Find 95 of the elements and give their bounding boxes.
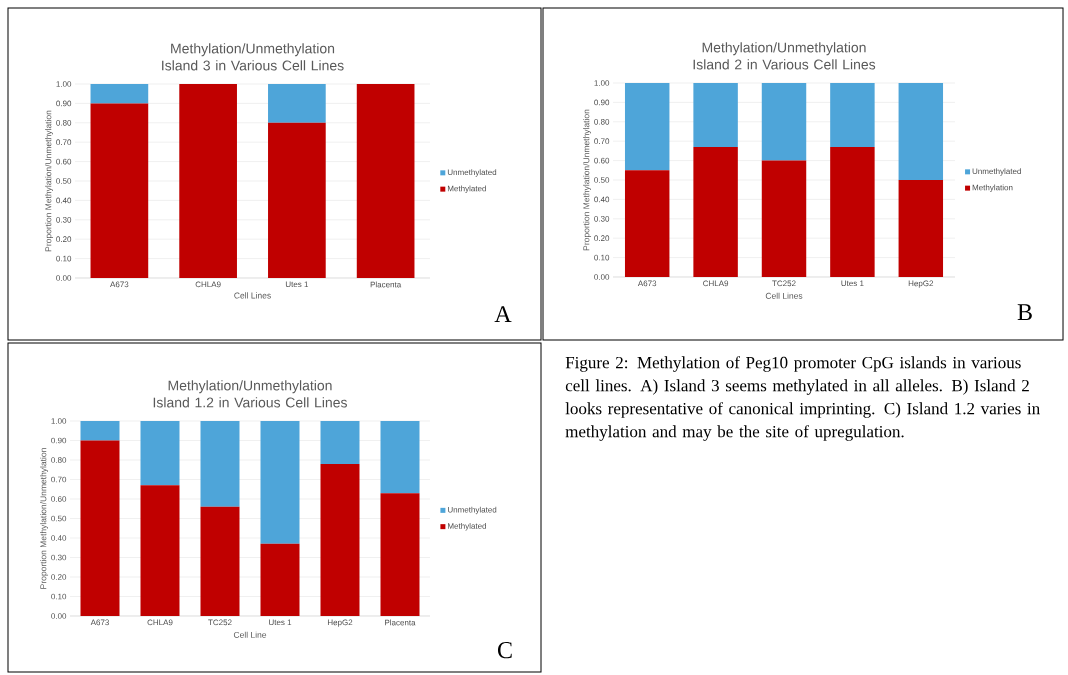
caption: Figure 2: Methylation of Peg10 promoter CpG islands in various cell lines. A) Island 3 seems methylated in all alleles. B) Island 2 looks representative of canonical imprinting. C) Island 1.2 varies in methylation and may be the site of upregulation. <box>565 356 1040 441</box>
legend-label: Methylated <box>447 185 486 193</box>
bar <box>898 83 944 180</box>
bar <box>761 83 807 161</box>
bar <box>830 147 875 277</box>
bar <box>380 421 420 494</box>
y-tick-label: 0.60 <box>51 496 67 502</box>
bar <box>200 421 240 507</box>
legend-label: Methylated <box>448 522 487 531</box>
bar <box>624 83 670 171</box>
x-axis-title: Cell Lines <box>234 292 271 299</box>
x-tick-label: HepG2 <box>327 619 353 627</box>
y-tick-label: 0.40 <box>51 535 67 541</box>
y-tick-label: 0.60 <box>56 158 72 165</box>
bar <box>761 160 807 277</box>
bar <box>380 493 420 616</box>
bar <box>90 103 149 278</box>
y-tick-label: 0.80 <box>51 457 67 463</box>
y-tick-label: 1.00 <box>594 80 610 86</box>
y-tick-label: 0.90 <box>56 100 72 107</box>
bar <box>179 83 237 278</box>
x-tick-label: HepG2 <box>908 280 934 288</box>
x-tick-label: Utes 1 <box>841 280 864 287</box>
bar <box>356 83 415 278</box>
y-tick-label: 0.90 <box>594 99 610 106</box>
bar <box>140 485 180 616</box>
y-tick-label: 0.40 <box>594 196 610 203</box>
x-tick-label: Placenta <box>385 619 416 626</box>
bar <box>693 147 738 277</box>
x-tick-label: CHLA9 <box>703 280 729 287</box>
bar <box>320 421 360 464</box>
y-axis-title: Proportion Methylation/Unmethylation <box>45 110 54 252</box>
bar <box>693 83 738 148</box>
y-tick-label: 0.00 <box>594 274 610 280</box>
bar <box>320 463 360 616</box>
bar <box>140 421 180 486</box>
y-axis-title: Proportion Methylation/Unmethylation <box>583 109 592 251</box>
y-tick-label: 0.20 <box>594 235 610 242</box>
x-tick-label: CHLA9 <box>195 281 221 288</box>
y-tick-label: 0.30 <box>594 215 610 222</box>
y-tick-label: 0.80 <box>594 118 610 125</box>
chart-title: Methylation/Unmethylation Island 3 in Various Cell Lines <box>162 43 344 71</box>
y-tick-label: 0.30 <box>51 554 67 561</box>
y-tick-label: 0.70 <box>56 139 72 146</box>
x-axis-title: Cell Lines <box>765 292 803 299</box>
y-tick-label: 0.10 <box>56 255 72 262</box>
bar <box>90 83 149 104</box>
x-axis-title: Cell Line <box>233 631 267 638</box>
y-tick-label: 1.00 <box>56 81 72 87</box>
x-tick-label: Placenta <box>370 281 402 288</box>
y-tick-label: 0.70 <box>594 138 610 145</box>
y-tick-label: 0.70 <box>51 476 67 483</box>
bar <box>80 440 120 616</box>
bar <box>260 421 300 544</box>
x-tick-label: A673 <box>90 619 109 626</box>
chart-title: Methylation/Unmethylation Island 2 in Various Cell Lines <box>693 42 876 70</box>
y-tick-label: 0.10 <box>51 593 67 600</box>
x-tick-label: A673 <box>110 281 129 288</box>
y-tick-label: 0.60 <box>594 157 610 164</box>
y-tick-label: 0.50 <box>51 515 67 522</box>
y-tick-label: 0.20 <box>51 574 67 580</box>
bar <box>260 543 300 616</box>
x-tick-label: A673 <box>637 280 657 287</box>
x-tick-label: Utes 1 <box>269 619 292 626</box>
chart-title: Methylation/Unmethylation Island 1.2 in Various Cell Lines <box>153 380 347 408</box>
text: B <box>1017 304 1032 321</box>
bar <box>268 83 326 123</box>
y-tick-label: 0.20 <box>56 236 72 243</box>
x-tick-label: Utes 1 <box>285 281 309 288</box>
legend-label: Methylation <box>972 184 1013 192</box>
x-tick-label: TC252 <box>772 280 796 287</box>
bar <box>200 506 240 616</box>
bar <box>624 170 670 277</box>
y-tick-label: 0.30 <box>56 216 72 223</box>
bar <box>268 122 326 278</box>
y-tick-label: 0.10 <box>594 254 610 261</box>
y-tick-label: 0.50 <box>56 178 72 184</box>
x-tick-label: CHLA9 <box>147 619 173 626</box>
legend-label: Unmethylated <box>972 168 1021 176</box>
bar <box>80 421 120 441</box>
legend-label: Unmethylated <box>447 169 497 177</box>
text: A <box>494 306 512 322</box>
text: C <box>497 642 512 659</box>
bar <box>830 83 875 148</box>
y-axis-title: Proportion Methylation/Unmethylation <box>40 448 49 589</box>
x-tick-label: TC252 <box>208 619 232 626</box>
y-tick-label: 1.00 <box>51 418 67 424</box>
legend-label: Unmethylated <box>448 506 497 515</box>
y-tick-label: 0.00 <box>56 275 72 281</box>
y-tick-label: 0.50 <box>594 177 610 183</box>
y-tick-label: 0.80 <box>56 119 72 126</box>
y-tick-label: 0.40 <box>56 197 72 204</box>
bar <box>898 180 944 277</box>
y-tick-label: 0.00 <box>51 613 67 619</box>
y-tick-label: 0.90 <box>51 437 67 444</box>
